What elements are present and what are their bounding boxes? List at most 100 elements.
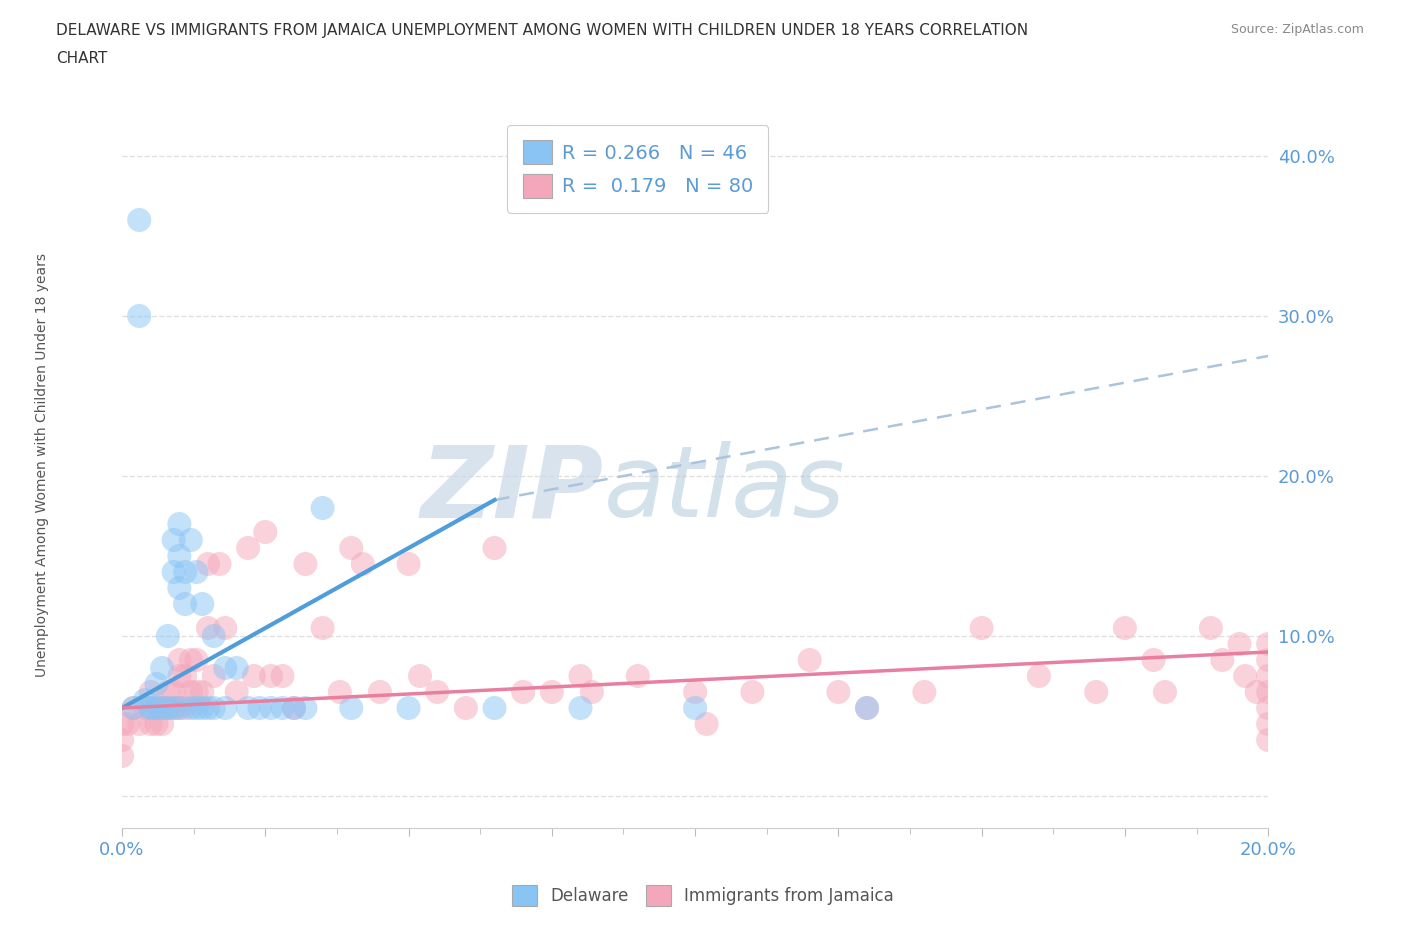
Point xyxy=(249,700,271,715)
Point xyxy=(180,653,202,668)
Point xyxy=(1257,700,1279,715)
Text: Unemployment Among Women with Children Under 18 years: Unemployment Among Women with Children U… xyxy=(35,253,49,677)
Point xyxy=(162,700,184,715)
Point xyxy=(741,684,763,699)
Point xyxy=(191,700,214,715)
Point xyxy=(271,700,294,715)
Point xyxy=(145,700,167,715)
Point xyxy=(1257,636,1279,651)
Point xyxy=(150,660,173,675)
Point xyxy=(368,684,391,699)
Point xyxy=(254,525,277,539)
Point xyxy=(174,669,197,684)
Point xyxy=(150,716,173,731)
Point xyxy=(156,629,179,644)
Point xyxy=(111,716,134,731)
Point xyxy=(145,676,167,691)
Point xyxy=(202,700,225,715)
Point xyxy=(169,653,191,668)
Point xyxy=(569,700,592,715)
Point xyxy=(145,716,167,731)
Point xyxy=(197,556,219,571)
Point xyxy=(1154,684,1177,699)
Point xyxy=(1257,653,1279,668)
Text: atlas: atlas xyxy=(603,441,845,538)
Text: DELAWARE VS IMMIGRANTS FROM JAMAICA UNEMPLOYMENT AMONG WOMEN WITH CHILDREN UNDER: DELAWARE VS IMMIGRANTS FROM JAMAICA UNEM… xyxy=(56,23,1028,38)
Point xyxy=(409,669,432,684)
Point xyxy=(683,684,706,699)
Point xyxy=(191,684,214,699)
Point xyxy=(329,684,352,699)
Point xyxy=(145,700,167,715)
Point xyxy=(139,684,162,699)
Point xyxy=(139,716,162,731)
Point xyxy=(398,556,420,571)
Point xyxy=(1257,684,1279,699)
Point xyxy=(683,700,706,715)
Point xyxy=(799,653,821,668)
Text: CHART: CHART xyxy=(56,51,108,66)
Point xyxy=(202,629,225,644)
Point xyxy=(512,684,534,699)
Legend: R = 0.266   N = 46, R =  0.179   N = 80: R = 0.266 N = 46, R = 0.179 N = 80 xyxy=(508,125,769,213)
Point xyxy=(162,533,184,548)
Point xyxy=(169,700,191,715)
Point xyxy=(454,700,477,715)
Point xyxy=(128,309,150,324)
Point xyxy=(398,700,420,715)
Point xyxy=(186,653,208,668)
Point xyxy=(340,540,363,555)
Point xyxy=(111,733,134,748)
Point xyxy=(340,700,363,715)
Text: Source: ZipAtlas.com: Source: ZipAtlas.com xyxy=(1230,23,1364,36)
Point xyxy=(260,669,283,684)
Point xyxy=(1234,669,1257,684)
Point xyxy=(970,620,993,635)
Point xyxy=(856,700,879,715)
Point xyxy=(122,700,145,715)
Point xyxy=(128,213,150,228)
Point xyxy=(1199,620,1222,635)
Point xyxy=(912,684,935,699)
Point xyxy=(169,669,191,684)
Point xyxy=(581,684,603,699)
Point xyxy=(484,700,506,715)
Point xyxy=(283,700,305,715)
Point xyxy=(1257,716,1279,731)
Point xyxy=(197,620,219,635)
Point xyxy=(128,716,150,731)
Point xyxy=(162,565,184,579)
Point xyxy=(1229,636,1251,651)
Point xyxy=(169,549,191,564)
Point xyxy=(208,556,231,571)
Point xyxy=(856,700,879,715)
Point xyxy=(174,596,197,611)
Point xyxy=(484,540,506,555)
Point xyxy=(260,700,283,715)
Point xyxy=(1257,669,1279,684)
Point xyxy=(186,684,208,699)
Point xyxy=(156,700,179,715)
Point xyxy=(236,540,259,555)
Point xyxy=(169,516,191,531)
Point xyxy=(139,700,162,715)
Point xyxy=(225,660,247,675)
Point xyxy=(134,700,156,715)
Point xyxy=(1211,653,1233,668)
Point xyxy=(225,684,247,699)
Point xyxy=(214,660,236,675)
Point xyxy=(1085,684,1108,699)
Point xyxy=(197,700,219,715)
Legend: Delaware, Immigrants from Jamaica: Delaware, Immigrants from Jamaica xyxy=(506,879,900,912)
Point xyxy=(294,700,316,715)
Point xyxy=(186,700,208,715)
Point xyxy=(283,700,305,715)
Point xyxy=(696,716,718,731)
Point xyxy=(186,565,208,579)
Point xyxy=(311,620,333,635)
Point xyxy=(174,565,197,579)
Point xyxy=(162,700,184,715)
Point xyxy=(169,700,191,715)
Point xyxy=(311,500,333,515)
Point xyxy=(1142,653,1164,668)
